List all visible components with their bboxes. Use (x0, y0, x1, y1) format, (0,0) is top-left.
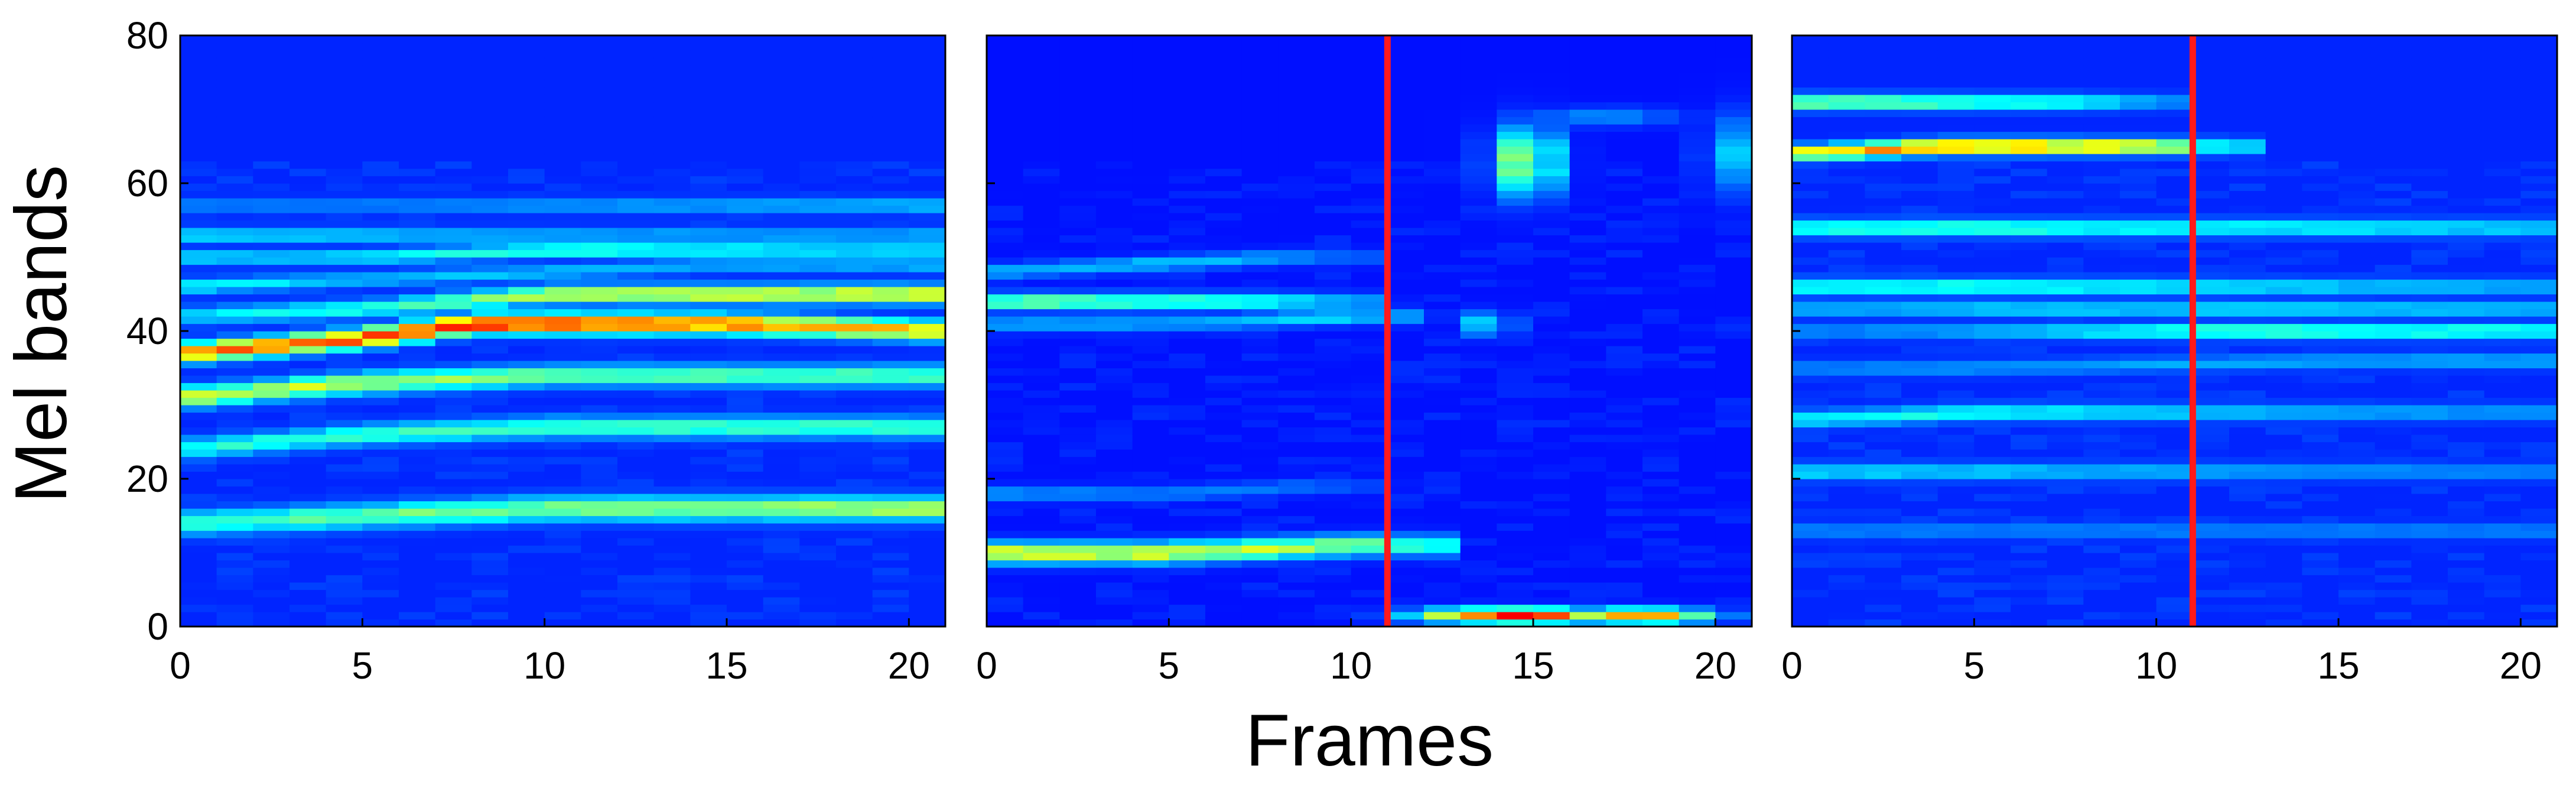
x-axis-label: Frames (1245, 700, 1494, 781)
heatmap-cells (1792, 35, 2558, 627)
y-tick-label: 40 (126, 310, 168, 352)
y-tick-label: 0 (147, 605, 168, 648)
x-tick-label: 5 (1159, 644, 1180, 687)
spectrogram-panel-2: 0 5 10 15 20 (976, 34, 1753, 687)
spectrogram-panel-3: 0 5 10 15 20 (1781, 34, 2558, 687)
y-tick-label: 80 (126, 14, 168, 57)
y-tick-label: 20 (126, 457, 168, 500)
x-tick-label: 20 (888, 644, 930, 687)
x-tick-label: 15 (1512, 644, 1554, 687)
heatmap-cells (180, 35, 946, 627)
x-tick-label: 15 (2317, 644, 2359, 687)
spectrogram-panel-1: 0 5 10 15 20 0 20 40 60 80 (126, 14, 947, 687)
x-tick-label: 0 (1781, 644, 1803, 687)
x-tick-label: 10 (523, 644, 565, 687)
x-tick-label: 10 (1330, 644, 1372, 687)
x-tick-label: 20 (2500, 644, 2542, 687)
y-axis-label: Mel bands (1, 165, 82, 503)
x-tick-label: 10 (2135, 644, 2177, 687)
x-tick-label: 0 (170, 644, 191, 687)
x-tick-label: 15 (705, 644, 747, 687)
y-tick-label: 60 (126, 162, 168, 205)
x-tick-label: 5 (352, 644, 373, 687)
x-tick-label: 20 (1694, 644, 1736, 687)
x-tick-label: 0 (976, 644, 997, 687)
x-tick-label: 5 (1964, 644, 1985, 687)
heatmap-cells (987, 35, 1752, 627)
panels-layer: 0 5 10 15 20 0 20 40 60 80 0 5 10 15 20 0 5 10 15 20 (126, 14, 2558, 687)
